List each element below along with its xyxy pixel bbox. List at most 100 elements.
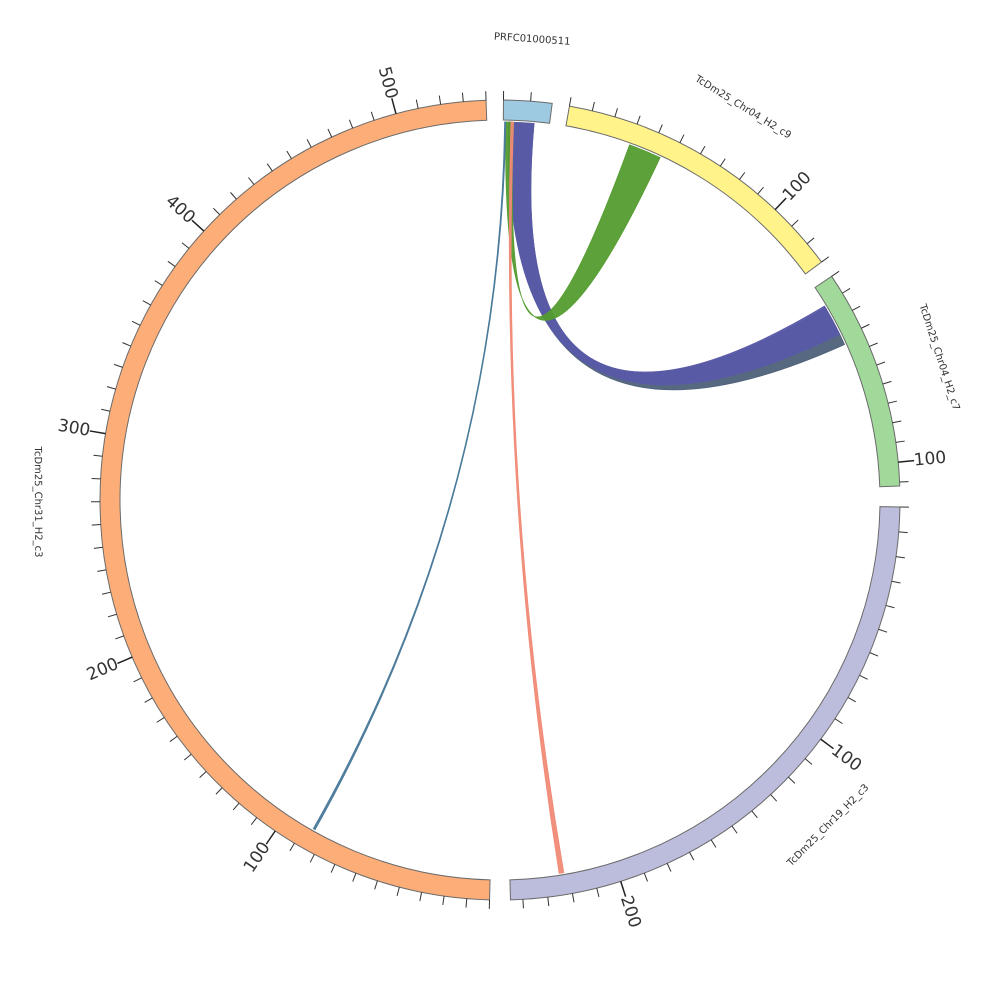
minor-tick — [636, 115, 641, 125]
minor-tick — [547, 897, 550, 907]
minor-tick — [739, 172, 746, 180]
minor-tick — [834, 718, 843, 725]
minor-tick — [710, 839, 717, 848]
minor-tick — [757, 186, 764, 195]
minor-tick — [700, 145, 706, 155]
minor-tick — [142, 300, 151, 306]
minor-tick — [869, 652, 879, 657]
major-tick — [774, 197, 787, 211]
major-tick — [391, 98, 397, 114]
minor-tick — [869, 342, 878, 347]
minor-tick — [93, 454, 103, 457]
minor-tick — [106, 386, 116, 390]
minor-tick — [396, 887, 400, 896]
minor-tick — [248, 177, 255, 185]
minor-tick — [852, 305, 861, 311]
minor-tick — [133, 677, 142, 683]
segment-s4 — [509, 506, 901, 901]
links-layer — [312, 121, 846, 874]
minor-tick — [107, 613, 117, 618]
minor-tick — [842, 288, 851, 294]
minor-tick — [522, 899, 524, 909]
minor-tick — [882, 380, 892, 385]
minor-tick — [806, 237, 815, 245]
tick-label: 100 — [240, 838, 275, 876]
minor-tick — [821, 256, 830, 263]
minor-tick — [898, 531, 908, 534]
minor-tick — [878, 628, 888, 633]
minor-tick — [348, 119, 354, 129]
minor-tick — [887, 400, 897, 404]
minor-tick — [154, 280, 163, 286]
major-tick — [898, 459, 915, 463]
minor-tick — [230, 192, 237, 200]
minor-tick — [791, 219, 799, 227]
minor-tick — [91, 524, 101, 526]
minor-tick — [804, 758, 813, 765]
minor-tick — [847, 696, 856, 703]
minor-tick — [861, 323, 870, 329]
minor-tick — [169, 735, 178, 742]
link-ribbon — [505, 121, 661, 321]
minor-tick — [859, 674, 868, 680]
segments-layer — [99, 99, 901, 901]
minor-tick — [788, 776, 796, 784]
minor-tick — [419, 892, 423, 902]
minor-tick — [330, 864, 336, 873]
link-ribbon — [507, 121, 841, 386]
minor-tick — [266, 163, 273, 172]
segment-s5 — [99, 99, 491, 901]
minor-tick — [101, 591, 111, 595]
minor-tick — [689, 852, 695, 861]
minor-tick — [895, 440, 905, 443]
segment-s3 — [814, 275, 901, 488]
minor-tick — [438, 95, 442, 105]
minor-tick — [415, 99, 419, 109]
segment-label-s4: TcDm25_Chr19_H2_c3 — [785, 782, 872, 869]
tick-label: 100 — [913, 448, 947, 471]
minor-tick — [465, 898, 468, 908]
minor-tick — [442, 896, 445, 906]
labels-layer: PRFC01000511 100 TcDm25_Chr04_H2_c9 100 TcDm… — [32, 31, 962, 930]
minor-tick — [770, 794, 778, 802]
minor-tick — [895, 556, 905, 559]
minor-tick — [115, 635, 124, 640]
minor-tick — [156, 717, 165, 723]
minor-tick — [891, 580, 901, 584]
minor-tick — [374, 880, 378, 890]
minor-tick — [658, 124, 663, 134]
segment-label-s5: TcDm25_Chr31_H2_c3 — [32, 446, 43, 558]
tick-label: 200 — [84, 654, 122, 685]
major-tick — [620, 881, 627, 897]
minor-tick — [571, 893, 575, 903]
tick-label: 100 — [827, 741, 865, 776]
minor-tick — [530, 92, 532, 102]
ticks-layer — [89, 91, 915, 909]
minor-tick — [876, 361, 886, 366]
major-tick — [191, 219, 205, 232]
minor-tick — [97, 569, 107, 572]
minor-tick — [113, 363, 123, 368]
minor-tick — [213, 207, 221, 216]
minor-tick — [131, 320, 141, 326]
major-tick — [820, 738, 834, 750]
minor-tick — [461, 92, 464, 102]
minor-tick — [614, 108, 618, 117]
link-ribbon — [508, 121, 565, 874]
minor-tick — [831, 270, 840, 277]
minor-tick — [309, 854, 315, 863]
minor-tick — [568, 97, 572, 107]
major-tick — [89, 430, 106, 435]
minor-tick — [93, 546, 103, 549]
link-ribbon — [312, 121, 507, 831]
minor-tick — [731, 825, 738, 834]
tick-label: 500 — [374, 65, 402, 102]
minor-tick — [250, 817, 258, 825]
minor-tick — [232, 802, 240, 811]
major-tick — [117, 656, 133, 665]
major-tick — [265, 830, 276, 845]
tick-label: 200 — [616, 893, 645, 930]
minor-tick — [751, 810, 758, 819]
minor-tick — [370, 111, 375, 121]
